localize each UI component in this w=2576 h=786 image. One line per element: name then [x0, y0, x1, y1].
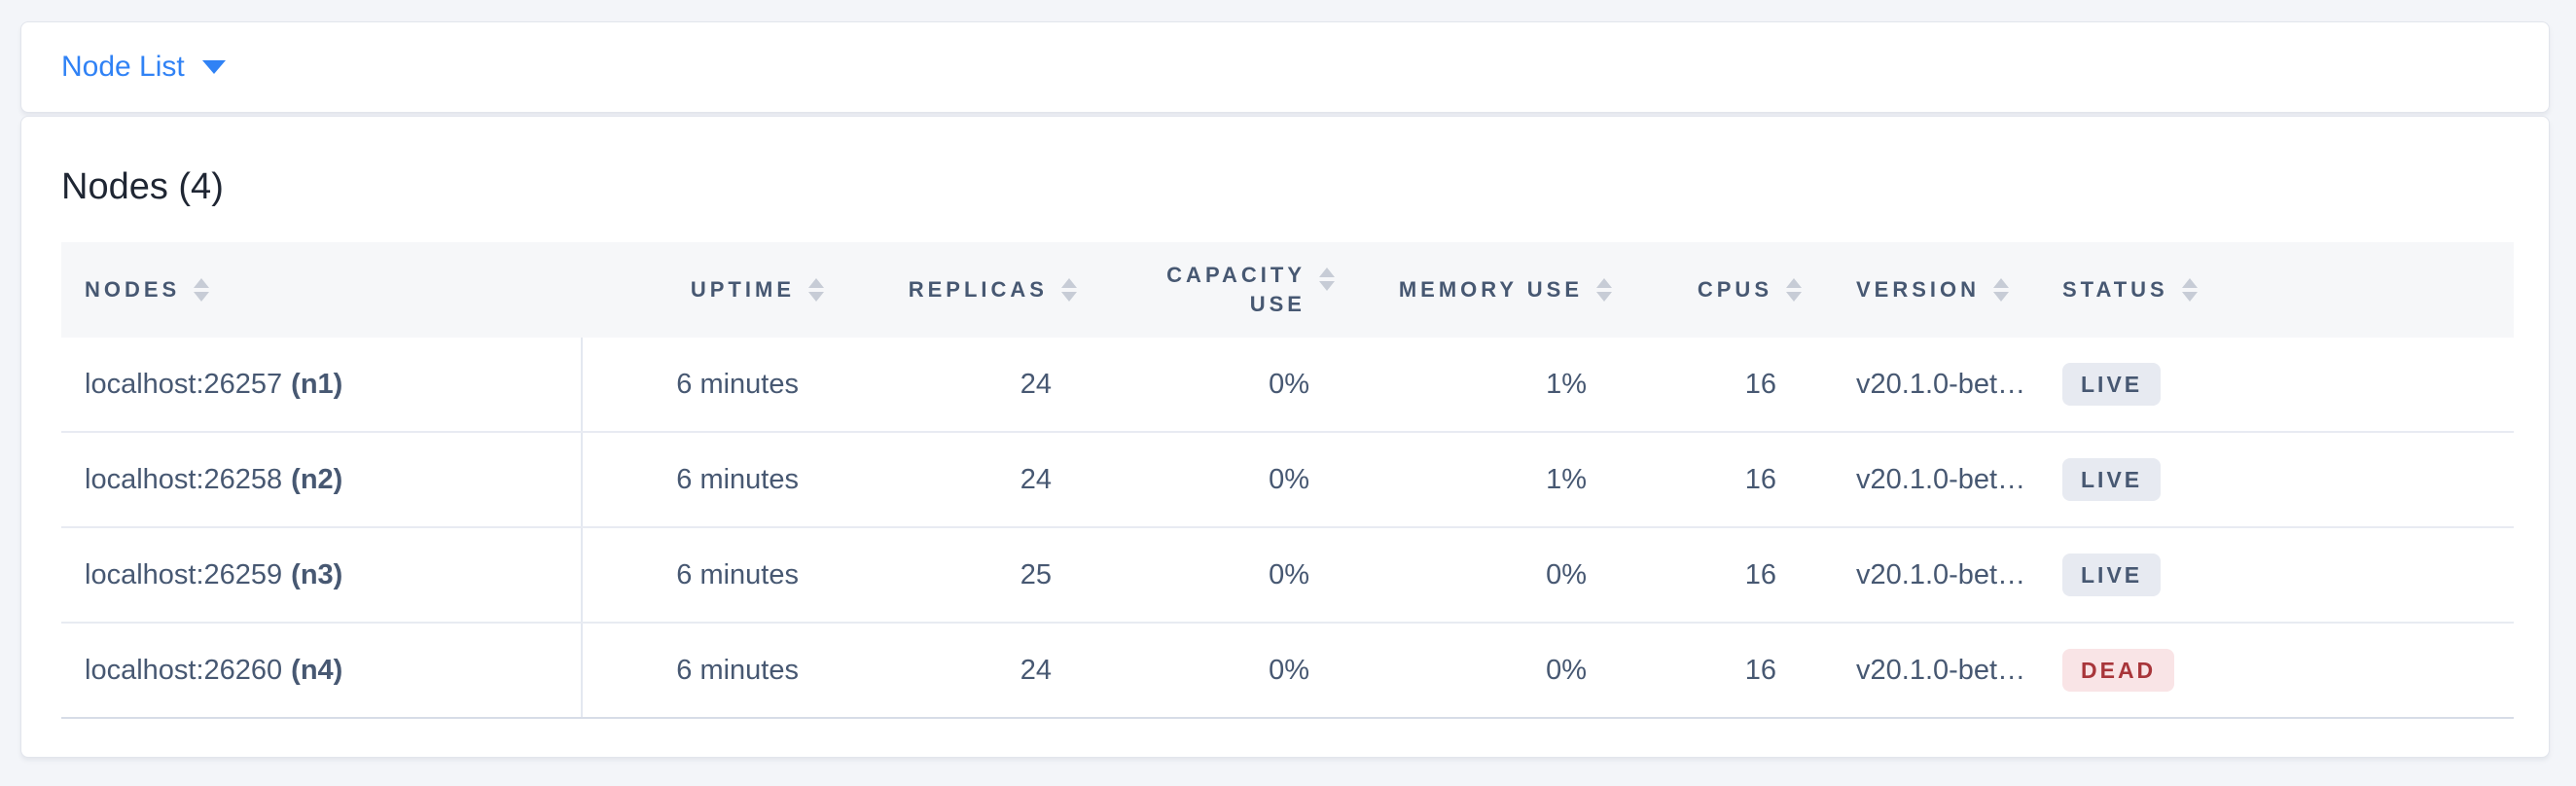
memory-use-cell: 0% [1546, 558, 1587, 590]
status-badge: DEAD [2062, 649, 2175, 692]
chevron-down-icon [201, 60, 226, 74]
capacity-use-cell: 0% [1269, 558, 1309, 590]
node-cell[interactable]: localhost:26257 (n1) [61, 338, 583, 431]
column-header-version[interactable]: VERSION [1825, 242, 2039, 338]
status-cell: LIVE [2039, 338, 2514, 431]
version-cell: v20.1.0-bet… [1856, 368, 2026, 400]
capacity-use-cell: 0% [1269, 463, 1309, 495]
node-address: localhost:26258 [85, 463, 283, 495]
cpus-cell: 16 [1744, 654, 1776, 686]
capacity-use-cell: 0% [1269, 368, 1309, 400]
column-header-capacity-use[interactable]: CAPACITY USE [1100, 242, 1358, 338]
cpus-cell: 16 [1744, 368, 1776, 400]
replicas-cell: 24 [1020, 463, 1052, 495]
node-id: (n3) [291, 558, 343, 590]
uptime-cell: 6 minutes [676, 558, 799, 590]
node-id: (n4) [291, 654, 343, 686]
cpus-cell: 16 [1744, 463, 1776, 495]
column-label: CAPACITY USE [1166, 263, 1306, 316]
column-header-memory-use[interactable]: MEMORY USE [1358, 242, 1635, 338]
dropdown-label: Node List [61, 51, 185, 83]
uptime-cell: 6 minutes [676, 654, 799, 686]
column-header-replicas[interactable]: REPLICAS [847, 242, 1100, 338]
sort-icon[interactable] [1993, 278, 2010, 302]
status-cell: DEAD [2039, 624, 2514, 717]
replicas-cell: 24 [1020, 368, 1052, 400]
status-badge: LIVE [2062, 363, 2162, 406]
version-cell: v20.1.0-bet… [1856, 463, 2026, 495]
column-label: REPLICAS [908, 277, 1048, 302]
column-label: NODES [85, 277, 181, 302]
page: Node List Nodes (4) NODES UPTIME REPLICA… [20, 21, 2550, 758]
column-header-nodes[interactable]: NODES [61, 242, 583, 338]
cpus-cell: 16 [1744, 558, 1776, 590]
page-title: Nodes (4) [61, 166, 224, 207]
sort-icon[interactable] [2181, 278, 2198, 302]
node-cell[interactable]: localhost:26258 (n2) [61, 433, 583, 526]
node-list-dropdown[interactable]: Node List [61, 53, 226, 82]
node-address: localhost:26257 [85, 368, 283, 400]
node-table: NODES UPTIME REPLICAS CAPACITY USE MEMOR… [61, 242, 2514, 719]
node-id: (n1) [291, 368, 343, 400]
column-label: CPUS [1697, 277, 1772, 302]
sort-icon[interactable] [194, 278, 210, 302]
table-header: NODES UPTIME REPLICAS CAPACITY USE MEMOR… [61, 242, 2514, 338]
status-cell: LIVE [2039, 528, 2514, 622]
node-cell[interactable]: localhost:26260 (n4) [61, 624, 583, 717]
replicas-cell: 25 [1020, 558, 1052, 590]
node-address: localhost:26259 [85, 558, 283, 590]
capacity-use-cell: 0% [1269, 654, 1309, 686]
column-label: UPTIME [690, 277, 795, 302]
column-header-status[interactable]: STATUS [2039, 242, 2514, 338]
memory-use-cell: 0% [1546, 654, 1587, 686]
table-row[interactable]: localhost:26258 (n2) 6 minutes 24 0% 1% … [61, 433, 2514, 528]
status-badge: LIVE [2062, 458, 2162, 501]
memory-use-cell: 1% [1546, 463, 1587, 495]
memory-use-cell: 1% [1546, 368, 1587, 400]
nodes-panel: Nodes (4) NODES UPTIME REPLICAS CAPACITY… [20, 116, 2550, 758]
status-cell: LIVE [2039, 433, 2514, 526]
column-label: STATUS [2062, 277, 2168, 302]
view-switcher-bar: Node List [20, 21, 2550, 113]
node-cell[interactable]: localhost:26259 (n3) [61, 528, 583, 622]
column-label: MEMORY USE [1398, 277, 1583, 302]
uptime-cell: 6 minutes [676, 463, 799, 495]
column-label: VERSION [1856, 277, 1981, 302]
table-row[interactable]: localhost:26260 (n4) 6 minutes 24 0% 0% … [61, 624, 2514, 719]
sort-icon[interactable] [1319, 268, 1335, 291]
sort-icon[interactable] [808, 278, 824, 302]
sort-icon[interactable] [1786, 278, 1802, 302]
sort-icon[interactable] [1061, 278, 1077, 302]
uptime-cell: 6 minutes [676, 368, 799, 400]
table-row[interactable]: localhost:26257 (n1) 6 minutes 24 0% 1% … [61, 338, 2514, 433]
sort-icon[interactable] [1596, 278, 1612, 302]
version-cell: v20.1.0-bet… [1856, 654, 2026, 686]
status-badge: LIVE [2062, 554, 2162, 596]
column-header-cpus[interactable]: CPUS [1635, 242, 1825, 338]
version-cell: v20.1.0-bet… [1856, 558, 2026, 590]
node-id: (n2) [291, 463, 343, 495]
node-address: localhost:26260 [85, 654, 283, 686]
table-row[interactable]: localhost:26259 (n3) 6 minutes 25 0% 0% … [61, 528, 2514, 624]
replicas-cell: 24 [1020, 654, 1052, 686]
column-header-uptime[interactable]: UPTIME [583, 242, 847, 338]
